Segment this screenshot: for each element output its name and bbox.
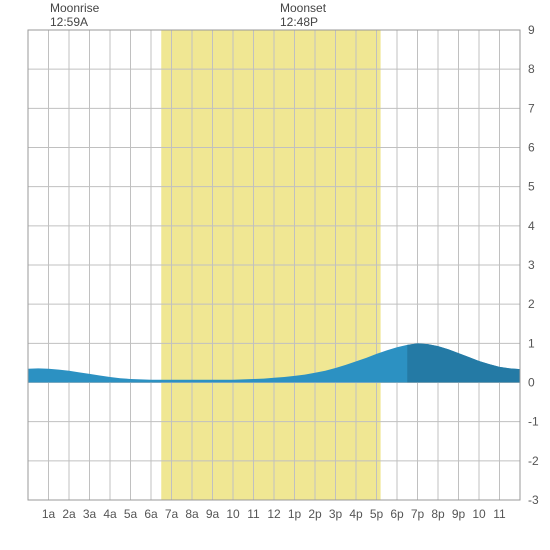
x-tick-label: 5p — [370, 507, 384, 521]
moonset-time: 12:48P — [280, 15, 318, 29]
y-tick-label: 5 — [528, 180, 535, 194]
x-tick-label: 10 — [226, 507, 240, 521]
x-tick-label: 1p — [288, 507, 302, 521]
x-tick-label: 8p — [431, 507, 445, 521]
x-tick-label: 2a — [62, 507, 76, 521]
moonrise-time: 12:59A — [50, 15, 88, 29]
x-tick-label: 4a — [103, 507, 117, 521]
y-tick-label: 8 — [528, 62, 535, 76]
x-tick-label: 10 — [472, 507, 486, 521]
x-tick-label: 3a — [83, 507, 97, 521]
x-tick-label: 9a — [206, 507, 220, 521]
moonrise-label: Moonrise — [50, 1, 100, 15]
x-tick-label: 9p — [452, 507, 466, 521]
y-tick-label: 1 — [528, 336, 535, 350]
x-tick-label: 5a — [124, 507, 138, 521]
x-tick-label: 11 — [247, 507, 260, 521]
x-tick-label: 6p — [390, 507, 404, 521]
y-tick-label: 6 — [528, 141, 535, 155]
y-tick-label: 0 — [528, 376, 535, 390]
y-tick-label: 4 — [528, 219, 535, 233]
x-tick-label: 12 — [267, 507, 281, 521]
tide-chart-svg: -3-2-101234567891a2a3a4a5a6a7a8a9a101112… — [0, 0, 550, 550]
y-tick-label: -3 — [528, 493, 539, 507]
y-tick-label: 7 — [528, 101, 535, 115]
x-tick-label: 3p — [329, 507, 343, 521]
moonset-label: Moonset — [280, 1, 327, 15]
x-tick-label: 1a — [42, 507, 56, 521]
x-tick-label: 11 — [493, 507, 506, 521]
x-tick-label: 7p — [411, 507, 425, 521]
y-tick-label: -1 — [528, 415, 539, 429]
x-tick-label: 6a — [144, 507, 158, 521]
x-tick-label: 2p — [308, 507, 322, 521]
x-tick-label: 4p — [349, 507, 363, 521]
x-tick-label: 8a — [185, 507, 199, 521]
x-tick-label: 7a — [165, 507, 179, 521]
y-tick-label: 2 — [528, 297, 535, 311]
y-tick-label: 3 — [528, 258, 535, 272]
y-tick-label: -2 — [528, 454, 539, 468]
tide-chart: -3-2-101234567891a2a3a4a5a6a7a8a9a101112… — [0, 0, 550, 550]
y-tick-label: 9 — [528, 23, 535, 37]
